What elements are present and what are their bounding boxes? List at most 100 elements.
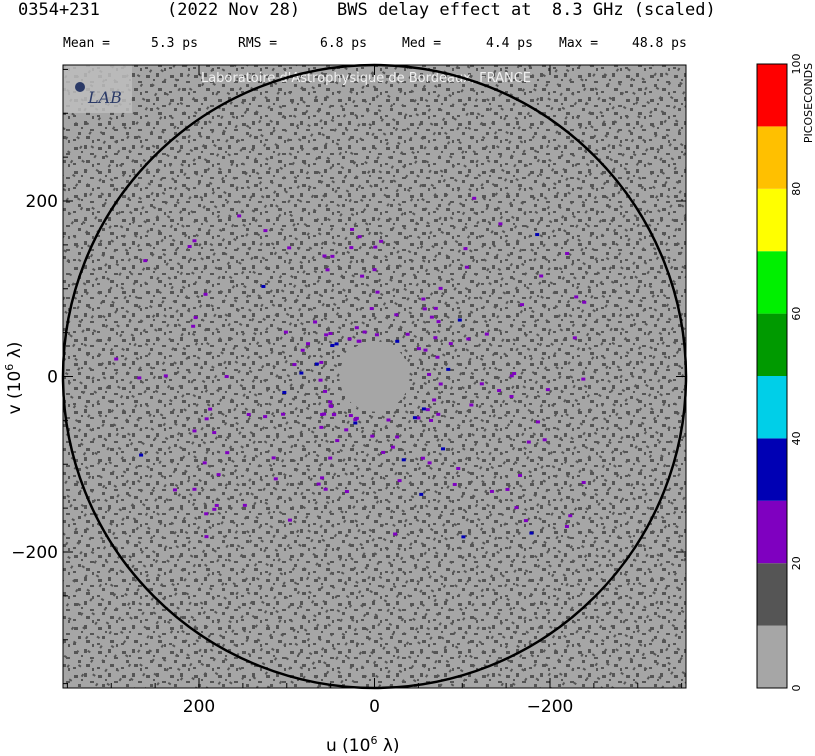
high-delay-cell [335,439,340,443]
high-delay-cell [466,337,471,341]
high-delay-cell [489,489,494,493]
rms-label: RMS = [238,36,278,51]
colorbar-tick-label: 0 [790,685,803,692]
heatmap-area [63,65,686,688]
high-delay-cell [163,374,168,378]
high-delay-cell [464,265,469,269]
x-axis-ticks: 200 0 −200 [66,65,683,717]
high-delay-cell [357,235,362,239]
colorbar-bin [757,625,787,688]
colorbar-tick-label: 100 [790,54,803,75]
plot-description: BWS delay effect at 8.3 GHz (scaled) [337,0,716,20]
colorbar-bin [757,251,787,314]
high-delay-cell [435,355,440,359]
high-delay-cell [319,425,324,429]
high-delay-cell [353,421,358,425]
colorbar-bin [757,126,787,189]
high-delay-cell [436,320,441,324]
high-delay-cell [565,252,570,256]
high-delay-cell [518,473,523,477]
observation-date: (2022 Nov 28) [167,0,301,20]
high-delay-cell [438,382,443,386]
high-delay-cell [330,254,335,258]
high-delay-cell [360,274,365,278]
high-delay-cell [433,336,438,340]
high-delay-cell [568,514,573,518]
high-delay-cell [212,431,217,435]
high-delay-cell [416,347,421,351]
high-delay-cell [191,324,196,328]
high-delay-cell [574,295,579,299]
high-delay-cell [395,339,400,343]
high-delay-cell [216,473,221,477]
high-delay-cell [271,456,276,460]
high-delay-cell [331,413,336,417]
high-delay-cell [263,229,268,233]
high-delay-cell [261,284,266,288]
high-delay-cell [545,388,550,392]
high-delay-cell [427,461,432,465]
high-delay-cell [204,535,209,539]
high-delay-cell [461,535,466,539]
high-delay-cell [137,376,142,380]
high-delay-cell [348,414,353,418]
high-delay-cell [581,377,586,381]
colorbar-tick-label: 40 [790,431,803,445]
high-delay-cell [320,476,325,480]
high-delay-cell [242,503,247,507]
high-delay-cell [214,503,219,507]
high-delay-cell [420,456,425,460]
high-delay-cell [421,297,426,301]
high-delay-cell [212,507,217,511]
high-delay-cell [390,445,395,449]
high-delay-cell [281,412,286,416]
high-delay-cell [381,450,386,454]
y-axis-label: v (106 λ) [3,342,25,415]
high-delay-cell [246,412,251,416]
high-delay-cell [372,268,377,272]
high-delay-cell [362,330,367,334]
high-delay-cell [469,403,474,407]
high-delay-cell [299,371,304,375]
high-delay-cell [263,415,268,419]
y-tick-label: 0 [47,368,58,388]
high-delay-cell [401,458,406,462]
high-delay-cell [386,418,391,422]
high-delay-cell [425,408,430,412]
high-delay-cell [192,487,197,491]
high-delay-cell [514,506,519,510]
x-tick-label: −200 [527,697,574,717]
y-tick-label: 200 [26,192,58,212]
source-name: 0354+231 [18,0,100,20]
high-delay-cell [273,477,278,481]
high-delay-cell [529,531,534,535]
high-delay-cell [572,336,577,340]
colorbar-tick-label: 80 [790,182,803,196]
high-delay-cell [535,420,540,424]
high-delay-cell [423,348,428,352]
high-delay-cells [114,196,587,539]
high-delay-cell [192,239,197,243]
colorbar-bin [757,563,787,626]
high-delay-cell [416,416,421,420]
high-delay-cell [526,440,531,444]
high-delay-cell [344,428,349,432]
high-delay-cell [202,461,207,465]
high-delay-cell [283,330,288,334]
rms-value: 6.8 ps [320,36,367,51]
high-delay-cell [412,416,417,420]
high-delay-cell [419,492,424,496]
high-delay-cell [436,412,441,416]
high-delay-cell [328,400,333,404]
high-delay-cell [287,246,292,250]
high-delay-cell [452,482,457,486]
colorbar-bin [757,500,787,564]
high-delay-cell [323,487,328,491]
high-delay-cell [429,315,434,319]
high-delay-cell [456,467,461,471]
high-delay-cell [582,300,587,304]
lab-logo-box [63,65,132,113]
high-delay-cell [314,362,319,366]
high-delay-cell [354,326,359,330]
high-delay-cell [334,342,339,346]
